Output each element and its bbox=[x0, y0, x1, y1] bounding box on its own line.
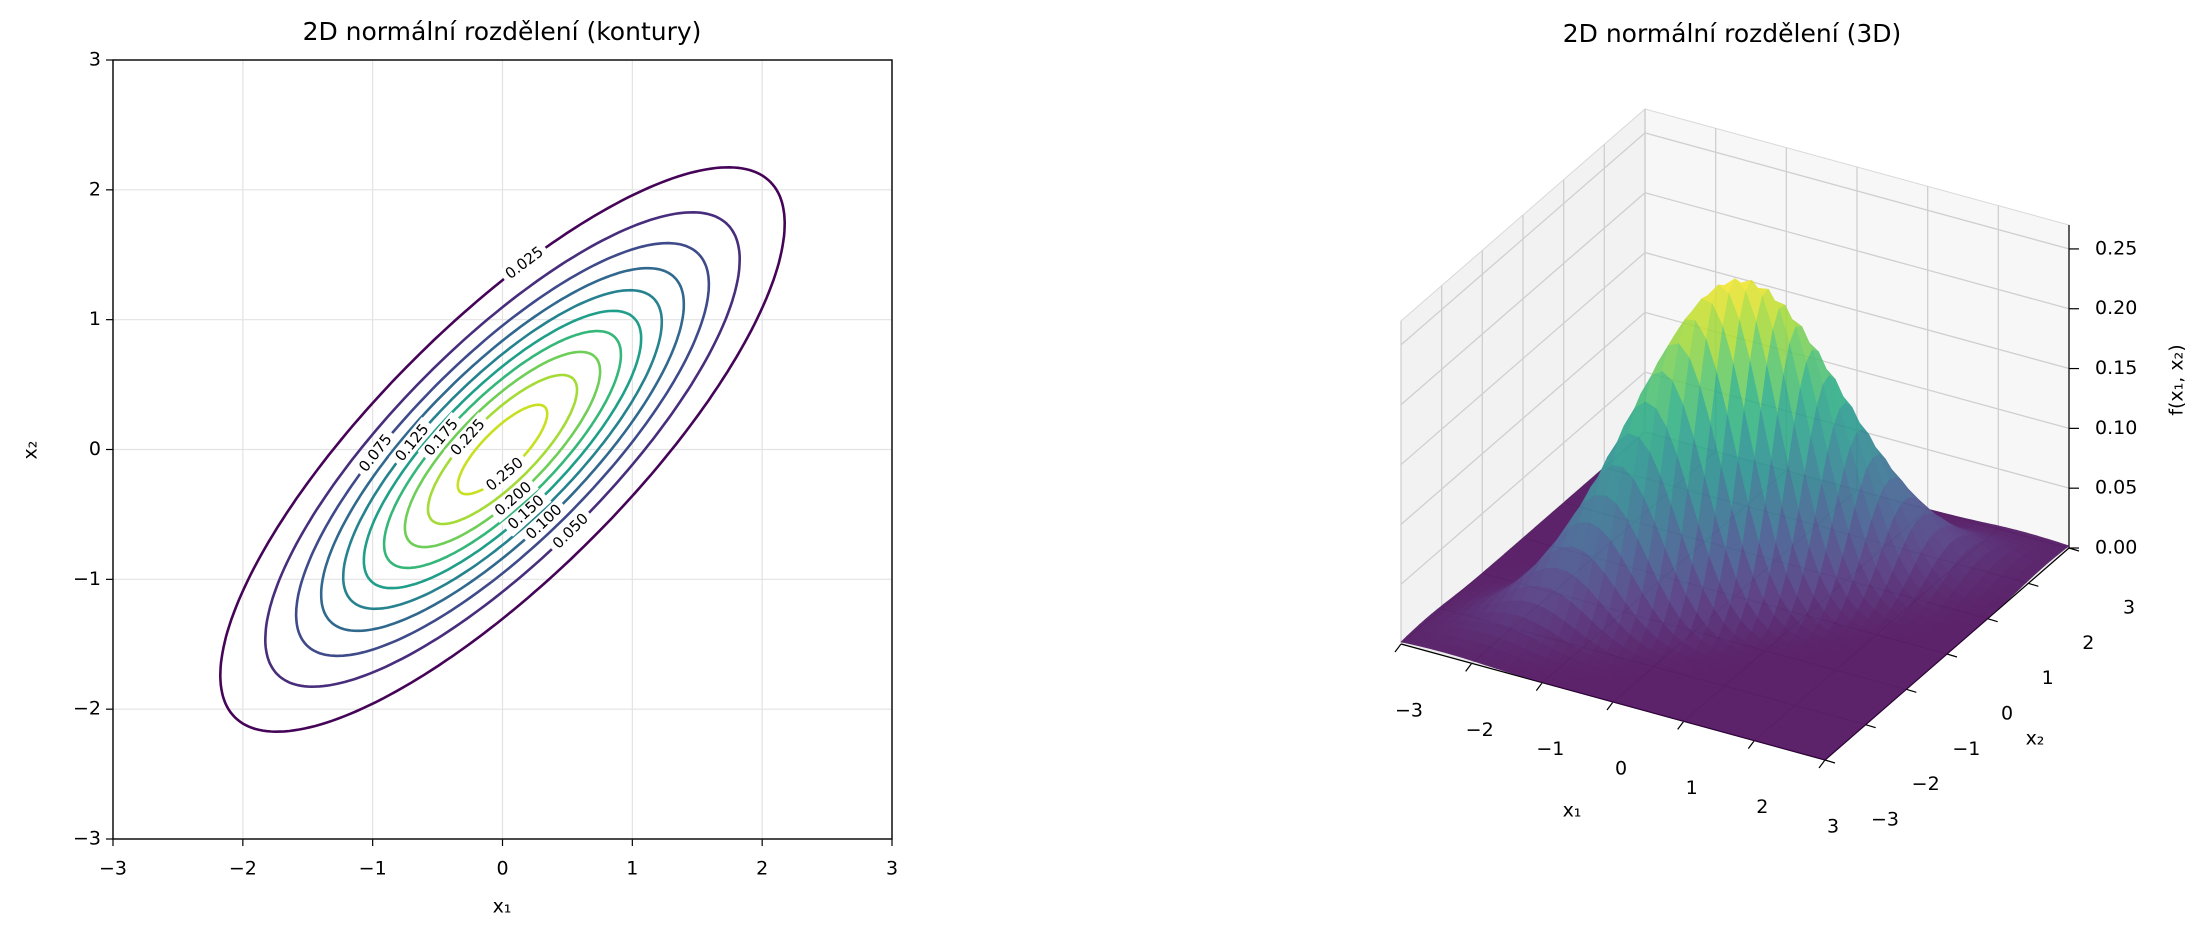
contour-line bbox=[403, 350, 602, 549]
x-axis-label: x₁ bbox=[1563, 800, 1582, 822]
surface bbox=[1400, 277, 2070, 761]
contour-label-gap bbox=[479, 450, 531, 498]
contour-line bbox=[456, 403, 549, 496]
y-tick-label: −1 bbox=[1952, 738, 1980, 760]
z-tick-label: 0.15 bbox=[2095, 357, 2137, 379]
contour-label-gap bbox=[498, 240, 551, 286]
contour-label-gap bbox=[545, 506, 596, 556]
x-tick-label: 0 bbox=[496, 858, 508, 880]
z-tick-label: 0.10 bbox=[2095, 417, 2137, 439]
y-tick-label: −3 bbox=[1871, 809, 1899, 831]
x-tick bbox=[1677, 720, 1685, 730]
x-tick-label: −3 bbox=[99, 858, 127, 880]
x-tick-label: −3 bbox=[1395, 700, 1423, 722]
y-tick-label: −3 bbox=[73, 828, 101, 850]
grid-line bbox=[1644, 132, 2070, 250]
contour-label-gap bbox=[500, 488, 552, 537]
contour-label-gap bbox=[352, 427, 399, 480]
chart-title: 2D normální rozdělení (3D) bbox=[1563, 19, 1902, 48]
y-tick bbox=[1946, 653, 1958, 658]
contour-line bbox=[319, 266, 686, 633]
x-tick-label: 2 bbox=[1756, 796, 1768, 818]
x-tick-label: 1 bbox=[1686, 777, 1698, 799]
y-tick-label: −2 bbox=[1912, 773, 1940, 795]
z-axis-label: f(x₁, x₂) bbox=[2166, 344, 2185, 415]
y-tick-label: 0 bbox=[2001, 703, 2013, 725]
x-tick-label: 3 bbox=[1827, 816, 1839, 838]
x-tick bbox=[1535, 682, 1543, 692]
contour-line bbox=[362, 309, 643, 590]
contour-line bbox=[263, 210, 742, 689]
x-tick bbox=[1818, 759, 1826, 769]
x-tick-label: −2 bbox=[229, 858, 257, 880]
y-tick-label: −1 bbox=[73, 568, 101, 590]
y-tick-label: 0 bbox=[89, 438, 101, 460]
x-tick-label: 1 bbox=[626, 858, 638, 880]
y-axis-label: x₂ bbox=[2026, 728, 2045, 750]
y-tick-label: −2 bbox=[73, 698, 101, 720]
x-tick-label: −1 bbox=[1536, 738, 1564, 760]
y-tick bbox=[1865, 724, 1876, 729]
axes-frame bbox=[112, 59, 893, 840]
z-tick-label: 0.00 bbox=[2095, 537, 2137, 559]
y-tick-label: 1 bbox=[89, 308, 101, 330]
y-tick-label: 1 bbox=[2042, 667, 2054, 689]
contour-line bbox=[218, 165, 787, 734]
contour-line bbox=[382, 329, 623, 570]
contour-line bbox=[294, 241, 711, 658]
grid-line bbox=[1644, 251, 2070, 370]
x-tick bbox=[1606, 701, 1614, 711]
x-tick bbox=[1747, 740, 1755, 750]
grid-line bbox=[1400, 192, 1646, 406]
surface-facet bbox=[1813, 751, 1832, 761]
grid-line bbox=[1400, 311, 1646, 525]
z-tick-label: 0.05 bbox=[2095, 477, 2137, 499]
y-tick bbox=[1987, 618, 1998, 623]
chart-title: 2D normální rozdělení (kontury) bbox=[303, 17, 702, 46]
z-tick-label: 0.20 bbox=[2095, 297, 2137, 319]
x-tick-label: −2 bbox=[1466, 719, 1494, 741]
contour-line bbox=[341, 288, 664, 611]
contour-label-gap bbox=[417, 411, 466, 464]
grid-line bbox=[1644, 192, 2070, 310]
y-tick-label: 3 bbox=[2123, 597, 2135, 619]
x-tick-label: 3 bbox=[886, 858, 898, 880]
contour-label-gap bbox=[519, 497, 570, 547]
x-tick-label: −1 bbox=[359, 858, 387, 880]
grid-line bbox=[1400, 252, 1646, 466]
x-axis-label: x₁ bbox=[493, 896, 512, 918]
y-tick bbox=[1824, 759, 1836, 764]
y-tick-label: 2 bbox=[2082, 632, 2094, 654]
x-tick-label: 2 bbox=[756, 858, 768, 880]
y-tick-label: 2 bbox=[89, 178, 101, 200]
x-tick bbox=[1465, 662, 1473, 672]
x-tick bbox=[1394, 643, 1402, 653]
contour-label-gap bbox=[487, 475, 539, 523]
y-tick bbox=[1906, 688, 1917, 693]
grid-line bbox=[1400, 371, 1646, 585]
y-tick bbox=[2028, 582, 2039, 587]
x-tick-label: 0 bbox=[1615, 758, 1627, 780]
contour-line bbox=[426, 373, 579, 526]
grid-line bbox=[1400, 132, 1646, 346]
contour-label-gap bbox=[443, 412, 493, 463]
contour-label-gap bbox=[388, 417, 436, 469]
y-tick-label: 3 bbox=[89, 49, 101, 71]
z-tick-label: 0.25 bbox=[2095, 237, 2137, 259]
y-axis-label: x₂ bbox=[20, 441, 42, 460]
